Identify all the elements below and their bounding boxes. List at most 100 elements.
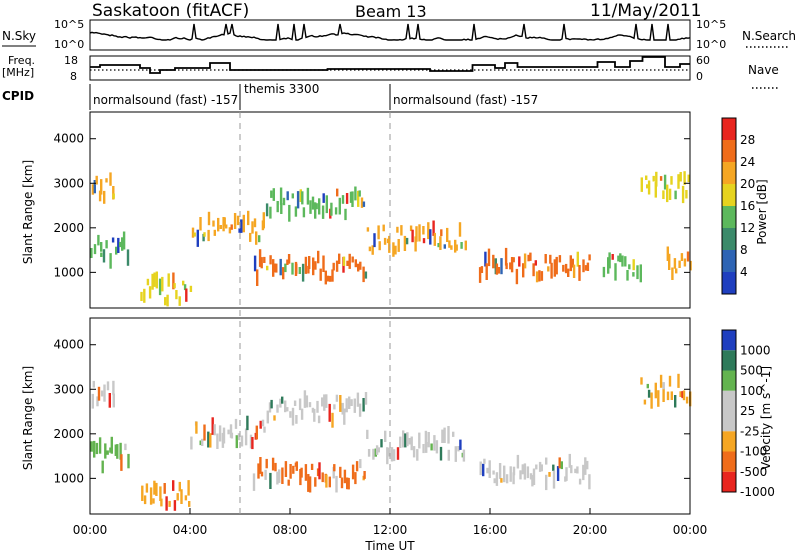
power-echo-cell — [346, 260, 349, 266]
y-tick-label: 2000 — [53, 427, 84, 441]
velocity-echo-cell — [355, 461, 359, 472]
power-echo-cell — [492, 254, 495, 269]
power-echo-cell — [632, 259, 635, 271]
velocity-echo-cell — [410, 436, 413, 451]
power-echo-cell — [351, 256, 354, 263]
power-echo-cell — [677, 174, 680, 189]
power-echo-cell — [102, 249, 106, 263]
power-echo-cell — [247, 210, 250, 226]
velocity-echo-cell — [351, 464, 355, 480]
power-echo-cell — [317, 250, 320, 264]
velocity-echo-cell — [390, 447, 394, 462]
power-echo-cell — [109, 172, 112, 186]
power-echo-cell — [91, 184, 95, 195]
velocity-echo-cell — [95, 442, 99, 455]
velocity-echo-cell — [570, 465, 573, 474]
power-echo-cell — [119, 241, 122, 248]
velocity-echo-cell — [516, 454, 520, 469]
velocity-echo-cell — [406, 432, 409, 447]
velocity-echo-cell — [279, 398, 282, 408]
velocity-echo-cell — [178, 481, 181, 492]
velocity-echo-cell — [388, 447, 391, 457]
power-echo-cell — [553, 259, 556, 277]
power-echo-cell — [284, 263, 287, 273]
velocity-echo-cell — [492, 470, 495, 475]
power-echo-cell — [217, 217, 220, 232]
power-echo-cell — [409, 225, 413, 232]
velocity-echo-cell — [114, 444, 117, 456]
nsky-line — [89, 23, 691, 41]
power-echo-cell — [403, 235, 407, 251]
velocity-echo-cell — [152, 498, 155, 504]
nave-label: Nave — [748, 63, 779, 77]
velocity-echo-cell — [505, 474, 509, 484]
velocity-echo-cell — [184, 495, 188, 501]
freq-tick-bottom: 8 — [70, 70, 77, 83]
power-echo-cell — [358, 190, 361, 197]
power-colorbar-label: Power [dB] — [755, 179, 769, 244]
power-echo-cell — [663, 174, 667, 190]
power-echo-cell — [258, 249, 262, 267]
power-echo-cell — [544, 254, 547, 264]
colorbar-tick-label: 100 — [740, 384, 763, 398]
velocity-echo-cell — [91, 393, 94, 409]
colorbar-tick-label: 500 — [740, 364, 763, 378]
velocity-echo-cell — [682, 390, 686, 401]
velocity-echo-cell — [93, 440, 96, 458]
nsky-panel — [89, 19, 691, 51]
power-echo-cell — [628, 264, 631, 270]
power-echo-cell — [515, 268, 519, 285]
velocity-echo-cell — [347, 477, 350, 490]
velocity-echo-cell — [316, 400, 319, 413]
power-echo-cell — [332, 262, 335, 271]
power-echo-cell — [294, 206, 298, 217]
velocity-echo-cell — [529, 473, 533, 480]
velocity-echo-cell — [101, 460, 104, 474]
velocity-colorbar: 1000 500 100 25 -25 -100 -500 -1000 — [721, 329, 775, 499]
velocity-echo-cell — [298, 398, 302, 411]
colorbar-tick-label: -100 — [740, 445, 767, 459]
power-echo-cell — [448, 240, 451, 248]
time-tick-label: 08:00 — [273, 523, 308, 537]
colorbar-tick-label: 8 — [740, 243, 748, 257]
power-echo-cell — [510, 257, 514, 273]
velocity-echo-cell — [311, 407, 315, 413]
power-echo-cell — [354, 259, 357, 268]
colorbar-swatch — [722, 206, 736, 228]
velocity-echo-cell — [677, 373, 680, 388]
power-echo-cell — [262, 212, 265, 229]
velocity-echo-cell — [260, 471, 264, 477]
velocity-echo-cell — [654, 382, 657, 399]
power-echo-cell — [112, 186, 115, 200]
velocity-echo-cell — [323, 394, 326, 411]
power-echo-cell — [336, 188, 339, 197]
velocity-echo-cell — [112, 380, 115, 395]
power-echo-cell — [383, 237, 387, 245]
velocity-echo-cell — [203, 424, 206, 441]
velocity-echo-cell — [447, 449, 450, 461]
power-echo-cell — [540, 271, 544, 281]
power-echo-cell — [140, 291, 143, 301]
velocity-echo-cell — [263, 426, 266, 433]
power-echo-cell — [295, 263, 298, 274]
velocity-echo-cell — [552, 470, 556, 489]
velocity-echo-cell — [462, 449, 466, 462]
power-echo-cell — [203, 232, 206, 237]
power-echo-cell — [586, 262, 590, 271]
velocity-echo-cell — [143, 495, 147, 505]
power-echo-cell — [199, 217, 202, 231]
velocity-echo-cell — [92, 380, 95, 388]
power-echo-cell — [427, 222, 430, 240]
power-axis-ticks: 1000 2000 3000 4000 — [53, 132, 690, 279]
power-echo-cell — [306, 187, 310, 205]
power-echo-cell — [368, 246, 372, 252]
velocity-echo-cell — [447, 426, 450, 444]
velocity-echo-cell — [209, 433, 212, 448]
power-echo-cell — [329, 275, 332, 282]
velocity-echo-cell — [293, 400, 297, 406]
velocity-echo-cell — [325, 394, 328, 408]
velocity-echo-cell — [270, 399, 273, 409]
velocity-echo-cell — [659, 374, 663, 388]
power-echo-cell — [523, 253, 527, 269]
power-echo-cell — [673, 258, 677, 269]
